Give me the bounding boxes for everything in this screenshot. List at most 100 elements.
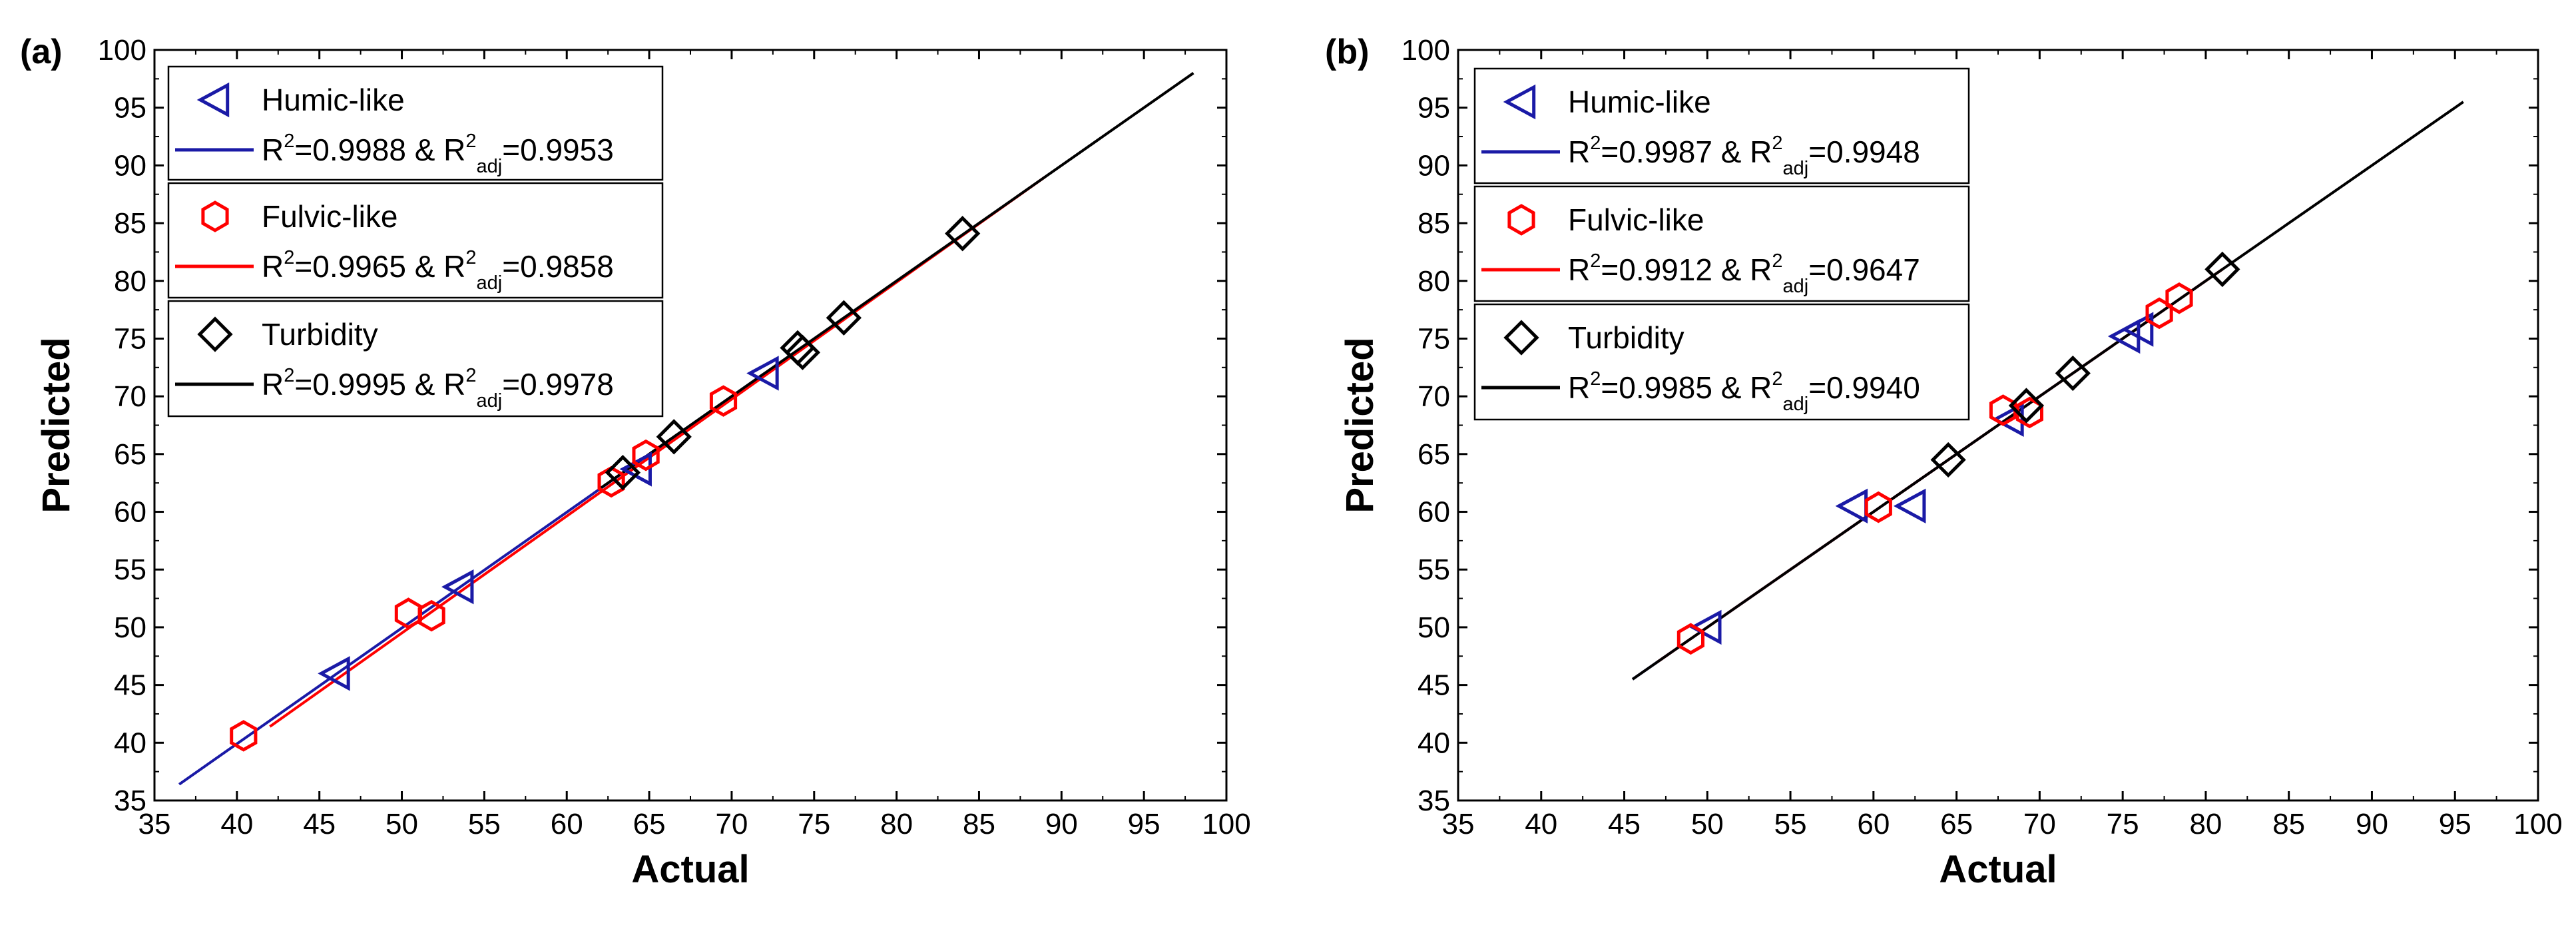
legend-r2-text: R2=0.9912 & R2adj=0.9647 — [1568, 250, 1920, 297]
legend-marker-hexagon — [201, 200, 229, 232]
x-tick-label: 45 — [303, 808, 336, 840]
y-tick-label: 50 — [1417, 611, 1450, 644]
legend-box — [167, 65, 664, 181]
x-tick-label: 50 — [1691, 808, 1724, 840]
legend-entry: Fulvic-like R2=0.9912 & R2adj=0.9647 — [1473, 185, 1970, 302]
y-tick-label: 65 — [1417, 438, 1450, 471]
x-tick-label: 40 — [1525, 808, 1557, 840]
y-tick-label: 70 — [114, 380, 146, 413]
y-tick-label: 85 — [114, 207, 146, 240]
legend-box — [1473, 185, 1970, 302]
data-point-triangle-left — [1893, 488, 1926, 524]
data-point-diamond — [2008, 388, 2045, 424]
x-tick-label: 35 — [1442, 808, 1475, 840]
y-tick-label: 65 — [114, 438, 146, 471]
fit-line-diamond — [599, 72, 1194, 490]
x-tick-label: 95 — [2439, 808, 2471, 840]
x-tick-label: 70 — [2023, 808, 2056, 840]
x-tick-label: 65 — [633, 808, 666, 840]
x-tick-label: 70 — [715, 808, 748, 840]
data-point-hexagon — [1864, 491, 1892, 523]
data-point-triangle-left — [1689, 609, 1722, 645]
data-point-diamond — [784, 334, 821, 370]
y-tick-label: 45 — [1417, 669, 1450, 702]
x-tick-label: 55 — [1774, 808, 1807, 840]
x-tick-label: 50 — [386, 808, 418, 840]
x-tick-label: 85 — [963, 808, 995, 840]
data-point-triangle-left — [2121, 312, 2154, 347]
y-tick-label: 35 — [114, 784, 146, 817]
y-tick-label: 50 — [114, 611, 146, 644]
chart-panel-b: 35 40 45 50 55 60 65 70 75 80 85 90 95 100 35 40 45 50 55 6… — [1325, 33, 2563, 891]
x-tick-label: 75 — [798, 808, 830, 840]
y-tick-label: 100 — [98, 34, 146, 67]
legend-r2-text: R2=0.9965 & R2adj=0.9858 — [262, 247, 614, 294]
data-point-diamond — [1930, 442, 1966, 478]
y-tick-label: 75 — [114, 322, 146, 355]
legend-entry: Humic-like R2=0.9987 & R2adj=0.9948 — [1473, 67, 1970, 184]
legend-entry: Humic-like R2=0.9988 & R2adj=0.9953 — [167, 65, 664, 181]
x-tick-label: 95 — [1128, 808, 1160, 840]
legend-label: Humic-like — [1568, 85, 1711, 119]
y-axis-title: Predicted — [35, 337, 78, 513]
legend-label: Turbidity — [1568, 320, 1684, 355]
x-tick-label: 60 — [1857, 808, 1890, 840]
legend-marker-triangle-left — [196, 82, 230, 118]
legend-box — [167, 182, 664, 299]
legend-label: Turbidity — [262, 317, 378, 352]
data-point-hexagon — [709, 385, 738, 417]
x-tick-label: 75 — [2107, 808, 2139, 840]
legend-marker-diamond — [197, 316, 233, 352]
legend-box — [1473, 303, 1970, 421]
y-tick-label: 75 — [1417, 322, 1450, 355]
y-tick-label: 90 — [114, 149, 146, 182]
data-point-diamond — [826, 300, 862, 336]
legend-entry: Fulvic-like R2=0.9965 & R2adj=0.9858 — [167, 182, 664, 299]
y-tick-label: 95 — [114, 92, 146, 125]
data-point-diamond — [945, 216, 981, 252]
legend-marker-diamond — [1503, 320, 1539, 356]
legend-r2-text: R2=0.9995 & R2adj=0.9978 — [262, 365, 614, 412]
data-point-diamond — [656, 419, 692, 455]
data-point-diamond — [2204, 251, 2240, 288]
data-point-hexagon — [632, 439, 660, 471]
y-tick-label: 100 — [1402, 34, 1450, 67]
y-tick-label: 55 — [1417, 553, 1450, 586]
legend-label: Fulvic-like — [262, 199, 397, 234]
x-tick-label: 100 — [2513, 808, 2562, 840]
data-point-hexagon — [1676, 623, 1704, 655]
legend-marker-hexagon — [1507, 204, 1535, 236]
y-tick-label: 45 — [114, 669, 146, 702]
data-point-triangle-left — [1835, 488, 1868, 524]
x-tick-label: 40 — [220, 808, 253, 840]
x-axis-title: Actual — [1939, 848, 2057, 891]
data-point-hexagon — [597, 466, 625, 498]
x-tick-label: 65 — [1940, 808, 1973, 840]
y-tick-label: 55 — [114, 553, 146, 586]
y-tick-label: 95 — [1417, 92, 1450, 125]
data-point-hexagon — [2165, 282, 2193, 314]
y-tick-label: 90 — [1417, 149, 1450, 182]
y-tick-label: 85 — [1417, 207, 1450, 240]
data-point-triangle-left — [746, 356, 779, 391]
y-tick-label: 80 — [1417, 265, 1450, 298]
panel-label: (b) — [1325, 33, 1369, 71]
y-axis-title: Predicted — [1338, 337, 1382, 513]
panel-label: (a) — [20, 33, 63, 71]
x-tick-label: 85 — [2272, 808, 2305, 840]
legend-r2-text: R2=0.9985 & R2adj=0.9940 — [1568, 368, 1920, 415]
y-tick-label: 40 — [1417, 727, 1450, 759]
legend-r2-text: R2=0.9988 & R2adj=0.9953 — [262, 131, 614, 177]
y-tick-label: 60 — [114, 496, 146, 529]
x-tick-label: 90 — [2356, 808, 2388, 840]
chart-panel-a: 35 40 45 50 55 60 65 70 75 80 85 90 95 100 35 40 45 50 55 6… — [20, 33, 1251, 891]
x-tick-label: 80 — [2189, 808, 2222, 840]
y-tick-label: 40 — [114, 727, 146, 759]
x-tick-label: 80 — [880, 808, 913, 840]
y-tick-label: 35 — [1417, 784, 1450, 817]
legend-entry: Turbidity R2=0.9985 & R2adj=0.9940 — [1473, 303, 1970, 421]
x-tick-label: 100 — [1202, 808, 1250, 840]
y-tick-label: 70 — [1417, 380, 1450, 413]
